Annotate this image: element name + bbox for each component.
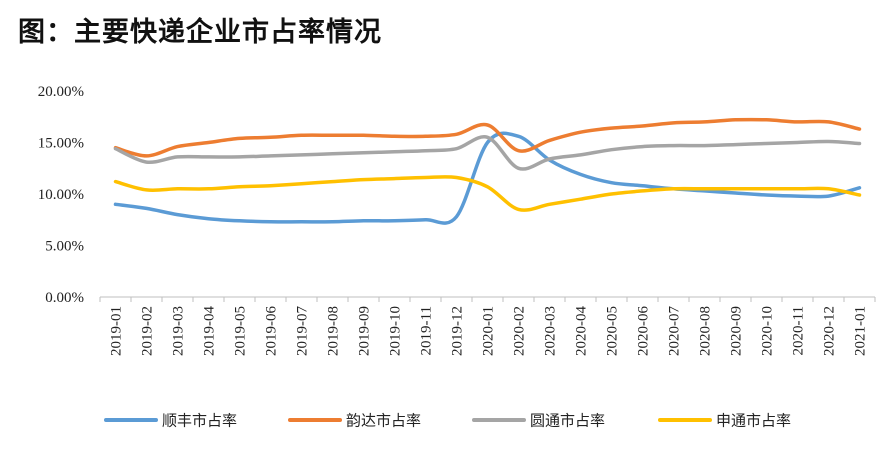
series-line-1 xyxy=(113,131,862,225)
y-tick-label: 0.00% xyxy=(45,290,84,306)
y-tick-label: 15.00% xyxy=(38,136,84,152)
y-axis-ticks: 0.00% 5.00% 10.00% 15.00% 20.00% xyxy=(38,84,84,306)
series-lines xyxy=(113,117,862,225)
legend-item: 顺丰市占率 xyxy=(104,412,237,430)
x-tick-label: 2019-07 xyxy=(295,306,311,356)
x-tick-label: 2019-06 xyxy=(264,306,280,356)
series-line-2 xyxy=(113,117,862,158)
x-tick-label: 2020-04 xyxy=(574,306,590,356)
x-tick-label: 2020-10 xyxy=(760,306,776,356)
x-tick-label: 2019-11 xyxy=(419,306,435,355)
x-tick-label: 2019-09 xyxy=(357,306,373,356)
x-tick-label: 2020-02 xyxy=(512,306,528,356)
y-tick-label: 10.00% xyxy=(38,187,84,203)
legend-label: 申通市占率 xyxy=(716,412,791,430)
legend-label: 顺丰市占率 xyxy=(162,412,237,430)
x-tick-label: 2020-11 xyxy=(791,306,807,355)
legend-item: 申通市占率 xyxy=(658,412,791,430)
legend-item: 韵达市占率 xyxy=(288,412,421,430)
y-tick-label: 20.00% xyxy=(38,84,84,100)
x-tick-label: 2020-09 xyxy=(729,306,745,356)
legend: 顺丰市占率 韵达市占率 圆通市占率 申通市占率 xyxy=(104,412,791,430)
series-line-4 xyxy=(113,175,862,212)
series-line-3 xyxy=(113,135,862,171)
x-tick-label: 2020-07 xyxy=(667,306,683,356)
x-axis-ticks: 2019-01 2019-02 2019-03 2019-04 2019-05 2019-… xyxy=(109,306,869,356)
x-tick-label: 2019-04 xyxy=(202,306,218,356)
chart-axes xyxy=(99,296,876,302)
x-tick-label: 2019-05 xyxy=(233,306,249,356)
legend-label: 韵达市占率 xyxy=(346,412,421,430)
x-tick-label: 2020-08 xyxy=(698,306,714,356)
x-tick-label: 2020-12 xyxy=(822,306,838,356)
page-title: 图：主要快递企业市占率情况 xyxy=(18,17,382,48)
x-tick-label: 2020-06 xyxy=(636,306,652,356)
x-tick-label: 2020-05 xyxy=(605,306,621,356)
x-tick-label: 2019-10 xyxy=(388,306,404,356)
legend-item: 圆通市占率 xyxy=(472,412,605,430)
x-tick-label: 2021-01 xyxy=(853,306,869,356)
x-tick-label: 2019-02 xyxy=(140,306,156,356)
x-tick-label: 2019-08 xyxy=(326,306,342,356)
x-tick-label: 2020-01 xyxy=(481,306,497,356)
x-tick-label: 2019-01 xyxy=(109,306,125,356)
x-tick-label: 2020-03 xyxy=(543,306,559,356)
x-tick-label: 2019-03 xyxy=(171,306,187,356)
y-tick-label: 5.00% xyxy=(45,239,84,255)
legend-label: 圆通市占率 xyxy=(530,412,605,430)
x-tick-label: 2019-12 xyxy=(450,306,466,356)
